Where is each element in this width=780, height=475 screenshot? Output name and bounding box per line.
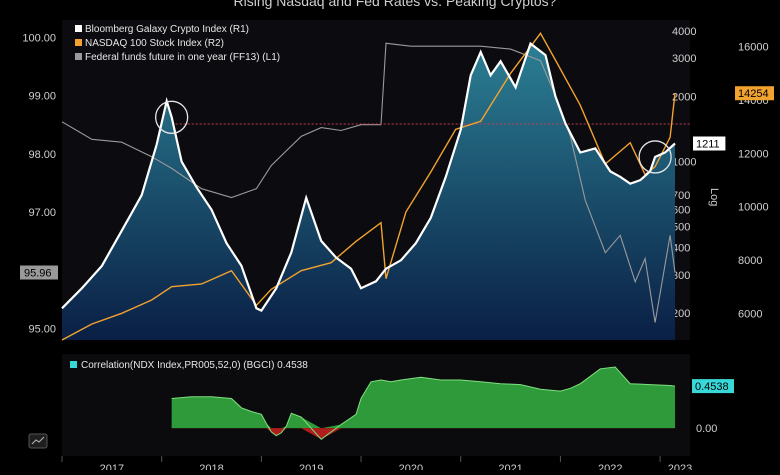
correlation-legend: Correlation(NDX Index,PR005,52,0) (BGCI)… bbox=[70, 360, 308, 371]
nasdaq-line bbox=[61, 32, 676, 341]
x-axis-tick-label: 2020 bbox=[399, 463, 423, 470]
highlight-circle bbox=[638, 140, 672, 174]
right1-axis-label: Log bbox=[708, 188, 720, 206]
x-axis-tick-label: 2021 bbox=[498, 463, 522, 470]
right2-axis-tick-label: 12000 bbox=[738, 148, 769, 160]
correlation-legend-swatch bbox=[70, 361, 77, 368]
right1-axis-tick-label: 1000 bbox=[672, 157, 696, 169]
right1-axis-tick-label: 4000 bbox=[672, 26, 696, 38]
legend: Bloomberg Galaxy Crypto Index (R1) NASDA… bbox=[75, 24, 280, 63]
left-axis-tick-label: 97.00 bbox=[28, 207, 56, 219]
correlation-line bbox=[171, 366, 676, 440]
crypto-line bbox=[61, 41, 676, 312]
x-axis-tick-label: 2018 bbox=[199, 463, 223, 470]
right1-axis-tick-label: 700 bbox=[672, 190, 690, 202]
x-axis-tick-label: 2023 bbox=[668, 463, 692, 470]
legend-entry-nasdaq: NASDAQ 100 Stock Index (R2) bbox=[85, 38, 224, 49]
legend-entry-crypto: Bloomberg Galaxy Crypto Index (R1) bbox=[85, 24, 249, 35]
correlation-axis-tick-label: 0.00 bbox=[696, 423, 717, 435]
right2-axis-tick-label: 8000 bbox=[738, 255, 762, 267]
right2-axis-tick-label: 16000 bbox=[738, 42, 769, 54]
legend-swatch-crypto bbox=[75, 25, 82, 32]
left-axis-tick-label: 99.00 bbox=[28, 91, 56, 103]
right2-axis-tick-label: 10000 bbox=[738, 202, 769, 214]
legend-swatch-fedfunds bbox=[75, 53, 82, 60]
x-axis-tick-label: 2022 bbox=[598, 463, 622, 470]
last-value-correlation: 0.4538 bbox=[695, 381, 729, 393]
right1-axis-tick-label: 300 bbox=[672, 270, 690, 282]
last-value-crypto-bg bbox=[693, 136, 726, 151]
last-value-fedfunds-bg bbox=[20, 265, 58, 280]
left-axis-tick-label: 98.00 bbox=[28, 149, 56, 161]
highlight-circle bbox=[155, 100, 189, 134]
right2-axis-tick-label: 6000 bbox=[738, 308, 762, 320]
legend-swatch-nasdaq bbox=[75, 39, 82, 46]
x-axis-tick-label: 2019 bbox=[299, 463, 323, 470]
right1-axis-tick-label: 3000 bbox=[672, 53, 696, 65]
crypto-area bbox=[62, 43, 676, 340]
x-axis-tick-label: 2017 bbox=[100, 463, 124, 470]
last-value-nasdaq-bg bbox=[735, 86, 774, 101]
left-axis-tick-label: 100.00 bbox=[22, 32, 56, 44]
right1-axis-tick-label: 600 bbox=[672, 205, 690, 217]
last-value-nasdaq: 14254 bbox=[738, 88, 769, 100]
right1-axis-tick-label: 2000 bbox=[672, 91, 696, 103]
last-value-fedfunds: 95.96 bbox=[24, 268, 52, 280]
correlation-area-positive bbox=[171, 367, 676, 429]
right1-axis-tick-label: 400 bbox=[672, 243, 690, 255]
last-value-crypto: 1211 bbox=[696, 138, 720, 150]
fedfunds-line bbox=[61, 42, 676, 323]
left-axis-tick-label: 95.00 bbox=[28, 323, 56, 335]
chart-title: Rising Nasdaq and Fed Rates vs. Peaking … bbox=[234, 0, 557, 9]
right1-axis-tick-label: 500 bbox=[672, 222, 690, 234]
right1-axis-tick-label: 200 bbox=[672, 308, 690, 320]
last-value-correlation-bg bbox=[692, 379, 734, 394]
chart-toggle-icon[interactable] bbox=[28, 433, 48, 449]
legend-entry-fedfunds: Federal funds future in one year (FF13) … bbox=[85, 52, 280, 63]
correlation-legend-label: Correlation(NDX Index,PR005,52,0) (BGCI)… bbox=[81, 360, 308, 371]
